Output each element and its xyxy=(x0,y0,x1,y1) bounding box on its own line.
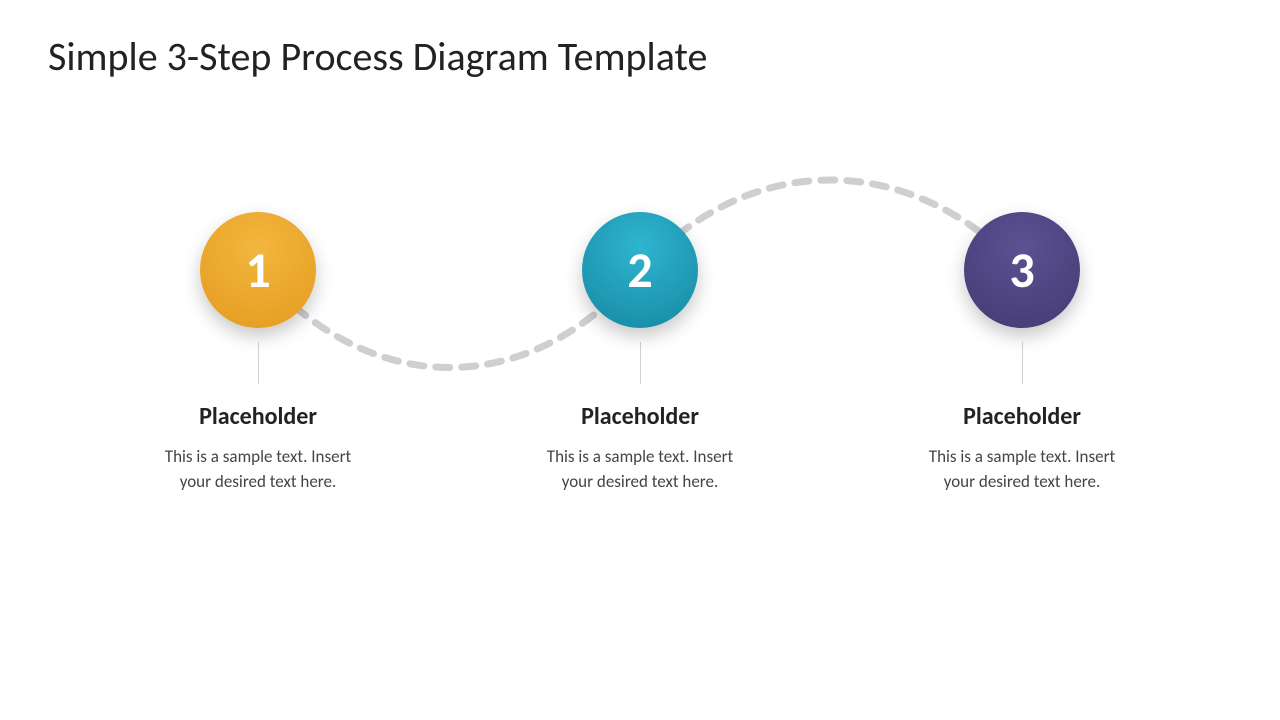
step-2-title: Placeholder xyxy=(510,402,770,431)
step-1-tick xyxy=(258,342,259,384)
step-1-circle: 1 xyxy=(200,212,316,328)
step-1-number: 1 xyxy=(245,240,270,301)
step-1: 1 Placeholder This is a sample text. Ins… xyxy=(128,212,388,494)
process-diagram: 1 Placeholder This is a sample text. Ins… xyxy=(0,140,1280,640)
step-1-body: This is a sample text. Insert your desir… xyxy=(128,445,388,494)
step-2-circle: 2 xyxy=(582,212,698,328)
step-3-circle: 3 xyxy=(964,212,1080,328)
step-2: 2 Placeholder This is a sample text. Ins… xyxy=(510,212,770,494)
step-3-tick xyxy=(1022,342,1023,384)
step-2-number: 2 xyxy=(627,240,652,301)
step-3-number: 3 xyxy=(1009,240,1034,301)
step-2-tick xyxy=(640,342,641,384)
page-title: Simple 3-Step Process Diagram Template xyxy=(48,32,707,81)
step-1-title: Placeholder xyxy=(128,402,388,431)
step-2-body: This is a sample text. Insert your desir… xyxy=(510,445,770,494)
step-3-body: This is a sample text. Insert your desir… xyxy=(892,445,1152,494)
step-3: 3 Placeholder This is a sample text. Ins… xyxy=(892,212,1152,494)
step-3-title: Placeholder xyxy=(892,402,1152,431)
